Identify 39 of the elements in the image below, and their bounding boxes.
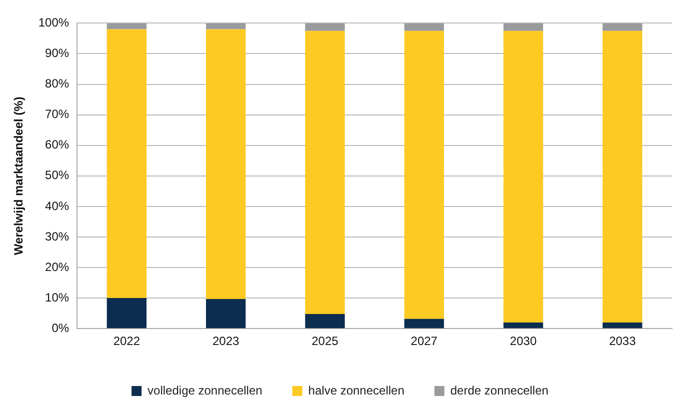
bar [404, 23, 444, 31]
y-tick-label: 70% [45, 107, 70, 122]
bar [206, 23, 246, 30]
bar [206, 298, 246, 328]
bar [305, 23, 345, 31]
bar [206, 29, 246, 299]
x-tick-label: 2030 [510, 334, 537, 348]
y-tick-label: 30% [45, 229, 70, 244]
bar [503, 23, 544, 31]
bar [602, 23, 642, 31]
x-tick-label: 2027 [410, 334, 438, 348]
legend-label: volledige zonnecellen [148, 383, 262, 398]
y-tick-label: 10% [45, 290, 70, 304]
legend-label: halve zonnecellen [308, 383, 404, 398]
bar [404, 30, 444, 319]
y-tick-label: 40% [45, 198, 70, 213]
x-tick-label: 2025 [312, 334, 339, 348]
y-tick-label: 90% [45, 46, 70, 60]
bar [404, 318, 444, 328]
bar [503, 30, 544, 322]
y-tick-label: 0% [52, 320, 70, 335]
y-tick-label: 20% [45, 260, 70, 274]
x-tick-label: 2033 [609, 334, 636, 348]
y-tick-label: 60% [45, 138, 70, 152]
y-axis-title: Werelwijd marktaandeel (%) [12, 96, 26, 256]
bar [106, 29, 146, 298]
x-tick-label: 2022 [113, 334, 140, 348]
legend-label: derde zonnecellen [450, 383, 548, 398]
bar [305, 314, 345, 328]
bar [503, 322, 544, 328]
bar [106, 23, 146, 30]
bar [106, 298, 146, 328]
y-tick-label: 80% [45, 76, 70, 91]
bar [602, 30, 642, 322]
x-tick-label: 2023 [212, 334, 240, 348]
y-tick-label: 100% [38, 16, 70, 30]
bar [305, 30, 345, 314]
y-tick-label: 50% [45, 168, 70, 182]
bar [602, 322, 642, 328]
